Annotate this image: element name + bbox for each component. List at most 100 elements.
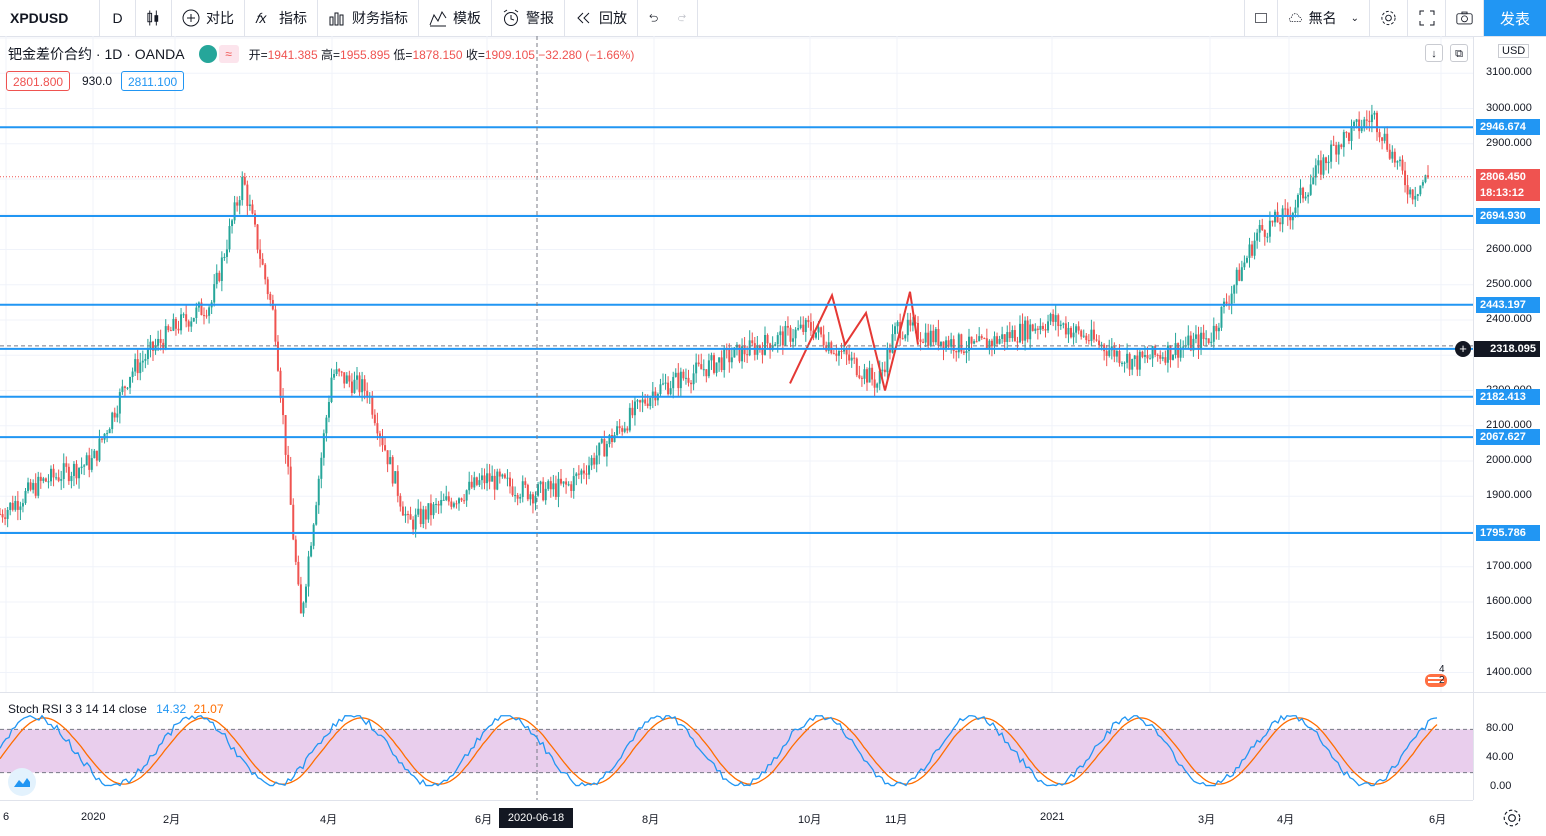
candle	[1266, 232, 1269, 243]
buy-price-button[interactable]: 2811.100	[121, 71, 185, 91]
candle	[1335, 141, 1338, 162]
candle	[705, 369, 708, 383]
candle	[1131, 358, 1134, 376]
candle	[542, 477, 545, 502]
candle	[333, 369, 336, 381]
scroll-down-button[interactable]: ↓	[1425, 44, 1443, 62]
stoch-rsi-pane[interactable]	[0, 693, 1473, 800]
publish-button[interactable]: 发表	[1484, 0, 1546, 36]
candle	[600, 437, 603, 445]
sell-price-button[interactable]: 2801.800	[6, 71, 71, 91]
candle	[575, 472, 578, 486]
candle	[1172, 353, 1174, 361]
candle	[789, 325, 792, 348]
chart-legend: 钯金差价合约 · 1D · OANDA ≈ 开=1941.385 高=1955.…	[8, 44, 634, 64]
candle	[748, 330, 751, 357]
templates-button[interactable]: 模板	[419, 0, 492, 36]
candle	[233, 195, 236, 224]
layout-menu[interactable]: 無名 ⌄	[1278, 0, 1370, 36]
flag-icon[interactable]: 4 2	[1423, 664, 1451, 688]
symbol-search[interactable]: XPDUSD	[0, 0, 100, 36]
candle	[618, 419, 621, 434]
candle	[547, 479, 550, 491]
candle	[659, 378, 662, 397]
fullscreen-mode-button[interactable]	[1244, 0, 1278, 36]
candle	[141, 350, 144, 372]
candle	[616, 421, 619, 438]
redo-button[interactable]	[668, 0, 698, 36]
time-axis[interactable]: 6 2020 2月 4月 6月 8月 10月 11月 2021 3月 4月 6月 2020-06-18	[0, 800, 1473, 836]
candle	[700, 353, 703, 370]
pane-divider[interactable]	[0, 692, 1546, 693]
candle	[310, 542, 313, 558]
candle	[215, 264, 218, 289]
indicators-button[interactable]: 𝑓x 指标	[245, 0, 318, 36]
open-label: 开=	[248, 47, 268, 62]
candle	[1363, 116, 1366, 132]
tradingview-logo-icon[interactable]	[8, 768, 36, 796]
price-level-tag: 2318.095	[1474, 340, 1540, 357]
candle	[582, 463, 585, 480]
candle	[445, 485, 448, 502]
candle	[1342, 129, 1345, 157]
financials-button[interactable]: 财务指标	[318, 0, 419, 36]
candle	[1054, 304, 1057, 331]
candle	[1118, 344, 1121, 367]
alert-button[interactable]: 警报	[492, 0, 565, 36]
candle	[960, 333, 963, 354]
restore-pane-button[interactable]: ⧉	[1450, 44, 1468, 62]
candle	[429, 494, 432, 526]
candle	[1347, 132, 1350, 145]
candle	[210, 300, 213, 314]
candle	[702, 359, 705, 377]
legend-toggle-icon[interactable]	[198, 45, 217, 63]
candle	[917, 316, 919, 343]
replay-button[interactable]: 回放	[565, 0, 638, 36]
wave-icon[interactable]: ≈	[218, 45, 239, 63]
settings-button[interactable]	[1370, 0, 1408, 36]
candle	[373, 409, 376, 426]
candle	[1409, 187, 1412, 198]
candle	[848, 344, 851, 364]
candle	[1026, 316, 1029, 343]
candle	[1378, 128, 1381, 143]
price-chart[interactable]	[0, 36, 1473, 692]
candle	[1424, 174, 1427, 184]
price-axis[interactable]: 3100.0003000.0002900.0002800.0002700.000…	[1473, 36, 1546, 800]
candle	[631, 400, 634, 419]
zigzag-drawing[interactable]	[789, 291, 919, 391]
candle	[690, 380, 693, 394]
candle	[590, 455, 593, 471]
fullscreen-button[interactable]	[1408, 0, 1446, 36]
candle	[412, 516, 415, 535]
price-tick-label: 3000.000	[1486, 101, 1532, 114]
indicators-label: 指标	[279, 10, 307, 26]
time-tick-label: 6	[3, 811, 10, 823]
candle	[259, 239, 262, 268]
time-settings-button[interactable]	[1502, 808, 1522, 828]
candle	[794, 327, 797, 347]
candle	[537, 481, 540, 498]
candle	[101, 438, 103, 443]
snapshot-button[interactable]	[1446, 0, 1484, 36]
candle	[343, 372, 346, 389]
candle	[435, 498, 438, 513]
candle	[409, 506, 412, 520]
stoch-tick-label: 80.00	[1486, 722, 1514, 735]
undo-button[interactable]	[638, 0, 668, 36]
candle	[1248, 237, 1251, 268]
chart-type-button[interactable]	[136, 0, 172, 36]
stoch-tick-label: 40.00	[1486, 751, 1514, 764]
price-tick-label: 1900.000	[1486, 489, 1532, 502]
compare-button[interactable]: 对比	[172, 0, 245, 36]
candle	[873, 371, 876, 398]
stoch-legend: Stoch RSI 3 3 14 14 close 14.32 21.07	[8, 702, 224, 716]
add-alert-plus-icon[interactable]: +	[1455, 340, 1471, 357]
interval-button[interactable]: D	[100, 0, 136, 36]
candle	[1376, 110, 1378, 141]
candle	[350, 373, 353, 398]
candle	[1044, 323, 1047, 338]
candle	[1368, 110, 1371, 132]
time-tick-label: 11月	[885, 814, 908, 826]
candle	[1115, 348, 1118, 363]
